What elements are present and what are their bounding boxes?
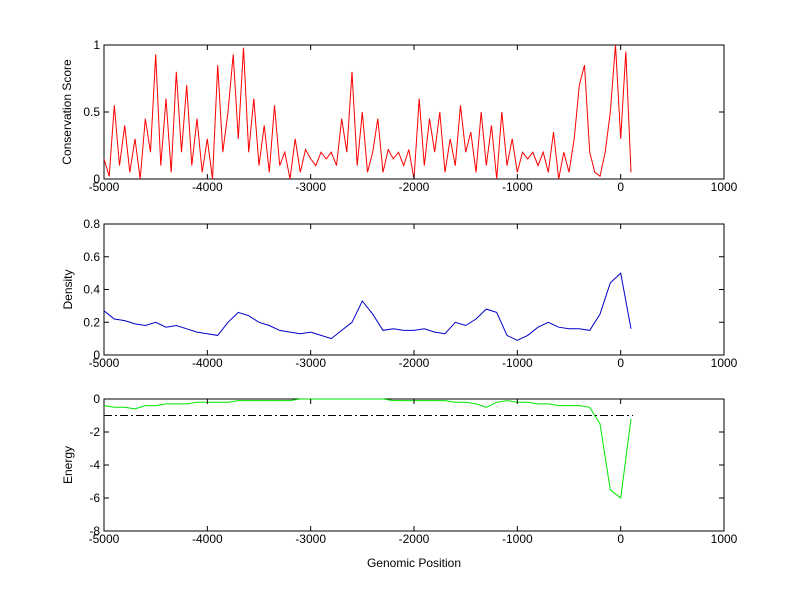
y-tick-label: 0 <box>93 392 100 406</box>
x-tick-label: -1000 <box>502 180 533 194</box>
x-tick-label: -5000 <box>89 180 120 194</box>
x-tick-label: -1000 <box>502 356 533 370</box>
data-line <box>103 272 632 341</box>
y-axis-label: Density <box>61 269 75 309</box>
x-axis-label: Genomic Position <box>367 556 461 570</box>
y-tick-label: 0.5 <box>83 105 100 119</box>
data-line <box>103 44 632 180</box>
axes-box <box>103 223 725 356</box>
x-tick-label: -3000 <box>295 356 326 370</box>
y-axis-label: Conservation Score <box>60 59 74 165</box>
y-tick-label: 0.8 <box>83 217 100 231</box>
y-tick-label: -8 <box>89 524 100 538</box>
axes-box <box>103 398 725 532</box>
x-tick-label: 0 <box>617 356 624 370</box>
x-tick-label: 1000 <box>711 532 738 546</box>
x-tick-label: 1000 <box>711 356 738 370</box>
y-tick-label: 0 <box>93 348 100 362</box>
x-tick-label: -4000 <box>192 532 223 546</box>
x-tick-label: -3000 <box>295 532 326 546</box>
x-tick-label: -2000 <box>399 356 430 370</box>
y-tick-label: -6 <box>89 491 100 505</box>
y-tick-label: 1 <box>93 38 100 52</box>
x-tick-label: -4000 <box>192 356 223 370</box>
x-tick-label: -5000 <box>89 532 120 546</box>
x-tick-label: -5000 <box>89 356 120 370</box>
y-tick-label: -4 <box>89 458 100 472</box>
y-axis-label: Energy <box>61 446 75 484</box>
data-line <box>103 398 632 499</box>
y-tick-label: -2 <box>89 425 100 439</box>
x-tick-label: 1000 <box>711 180 738 194</box>
x-tick-label: -4000 <box>192 180 223 194</box>
y-tick-label: 0.4 <box>83 283 100 297</box>
y-tick-label: 0 <box>93 172 100 186</box>
y-tick-label: 0.6 <box>83 250 100 264</box>
x-tick-label: -2000 <box>399 532 430 546</box>
y-tick-label: 0.2 <box>83 315 100 329</box>
x-tick-label: 0 <box>617 180 624 194</box>
x-tick-label: 0 <box>617 532 624 546</box>
x-tick-label: -3000 <box>295 180 326 194</box>
x-tick-label: -2000 <box>399 180 430 194</box>
axes-box <box>103 44 725 180</box>
x-tick-label: -1000 <box>502 532 533 546</box>
